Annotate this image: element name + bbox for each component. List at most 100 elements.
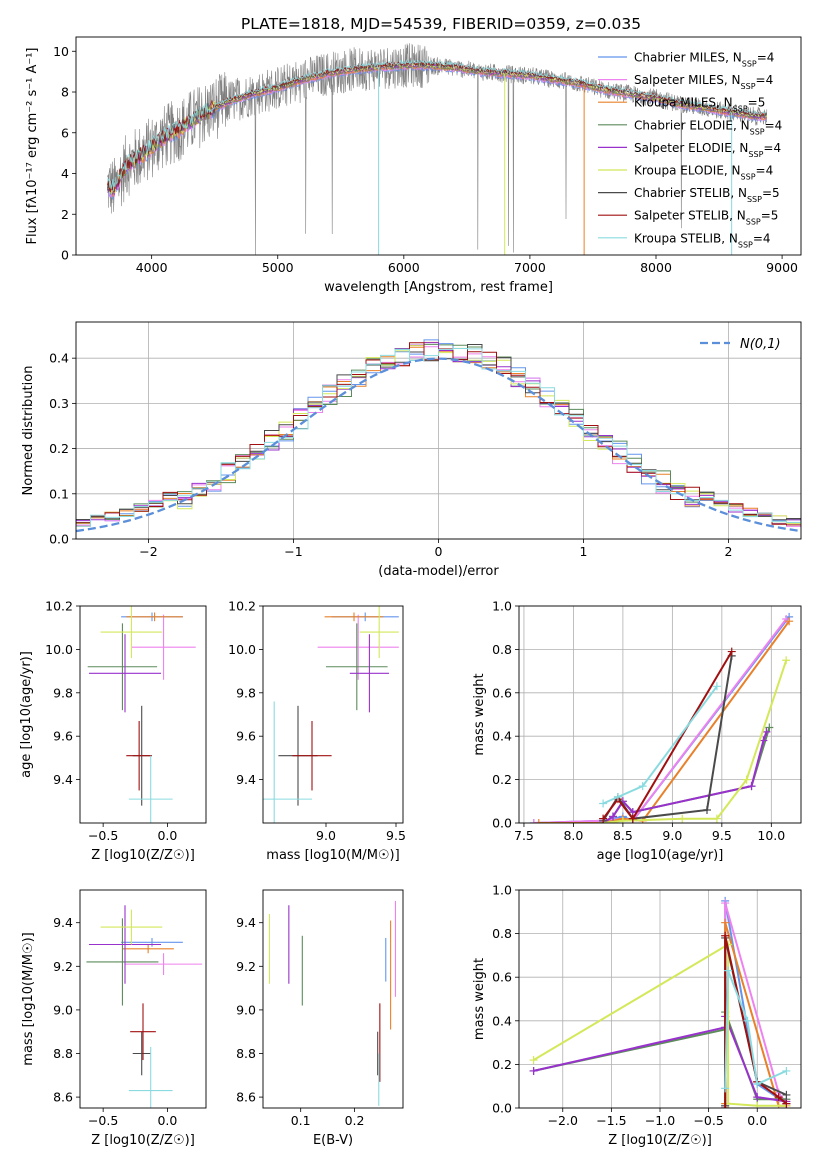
- legend-subscript: SSP: [742, 59, 757, 68]
- x-tick-label: 0.0: [157, 828, 177, 843]
- legend-entry: Salpeter MILES, NSSP=4: [634, 73, 773, 91]
- y-tick-label: 0.4: [492, 729, 512, 744]
- panel-weight-vs-age: 7.5 8.0 8.5 9.0 9.5 10.0 0.0 0.2 0.4 0.6 0.8 1.0 age…: [472, 599, 802, 863]
- y-tick-label: 0.8: [492, 926, 512, 941]
- x-tick-label: 6000: [388, 260, 420, 275]
- y-tick-label: 0.8: [492, 642, 512, 657]
- y-axis-label: Flux [fλ10⁻¹⁷ erg cm⁻² s⁻¹ A⁻¹]: [25, 48, 40, 245]
- x-tick-label: 9.0: [662, 828, 682, 843]
- panel-residual-hist: −2 −1 0 1 2 0.0 0.1 0.2 0.3 0.4 (data-model)/error…: [21, 321, 802, 579]
- plot-area: [263, 606, 399, 823]
- y-tick-label: 8: [61, 85, 69, 100]
- y-tick-label: 0.0: [492, 1101, 512, 1116]
- weight-marker: [721, 1084, 730, 1093]
- y-tick-label: 9.4: [53, 772, 73, 787]
- y-tick-label: 0.4: [492, 1013, 512, 1028]
- y-tick-label: 10: [53, 44, 69, 59]
- x-tick-label: −1.0: [645, 1113, 675, 1128]
- weight-marker: [618, 816, 627, 823]
- weight-marker: [529, 1056, 538, 1065]
- y-tick-label: 0.3: [49, 396, 69, 411]
- x-tick-label: 10.0: [757, 828, 785, 843]
- weight-marker: [762, 727, 771, 736]
- y-tick-label: 10.0: [228, 642, 256, 657]
- weight-marker: [678, 814, 687, 823]
- legend-nssp: =4: [757, 51, 775, 65]
- legend-subscript: SSP: [746, 217, 761, 226]
- y-tick-label: 9.4: [53, 915, 73, 930]
- y-tick-label: 0.1: [49, 486, 69, 501]
- weight-marker: [721, 918, 730, 927]
- axes-frame: [518, 889, 802, 1109]
- y-tick-label: 9.4: [236, 915, 256, 930]
- legend-nssp: =4: [756, 73, 774, 87]
- legend-entry: Chabrier STELIB, NSSP=5: [634, 186, 780, 204]
- weight-marker: [628, 814, 637, 823]
- plot-area: [268, 900, 397, 1106]
- spectrum-legend: Chabrier MILES, NSSP=4 Salpeter MILES, NS…: [598, 51, 782, 249]
- y-axis-label: Normed distribution: [21, 366, 36, 496]
- weight-marker: [613, 792, 622, 801]
- axes-frame: [518, 605, 802, 824]
- legend-nssp: =4: [765, 118, 783, 132]
- weight-marker: [753, 1080, 762, 1089]
- weight-marker: [759, 736, 768, 745]
- observed-spectrum-line: [107, 43, 768, 255]
- weight-marker: [774, 1093, 783, 1102]
- panel-age-vs-z: −0.5 0.0 9.4 9.6 9.8 10.0 10.2 Z [log10(Z/Z☉)] a…: [19, 599, 207, 863]
- legend-entry: N(0,1): [740, 337, 781, 352]
- x-tick-label: 9.5: [386, 828, 406, 843]
- y-tick-label: 6: [61, 125, 69, 140]
- y-tick-label: 0.0: [492, 816, 512, 831]
- x-tick-label: −0.5: [88, 1113, 118, 1128]
- weight-marker: [721, 899, 730, 908]
- y-axis-label: age [log10(age/yr)]: [19, 651, 34, 778]
- weight-marker: [753, 1101, 762, 1108]
- weight-marker: [785, 617, 794, 626]
- y-tick-label: 0.4: [49, 351, 69, 366]
- y-tick-label: 4: [61, 166, 69, 181]
- axes-frame: [262, 605, 404, 824]
- y-tick-label: 0.6: [492, 970, 512, 985]
- y-tick-label: 0.2: [492, 772, 512, 787]
- panel-weight-vs-z: −2.0 −1.5 −1.0 −0.5 0.0 0.0 0.2 0.4 0.6 0.8 1.0 Z […: [472, 883, 802, 1148]
- x-tick-label: 7.5: [514, 828, 534, 843]
- legend-nssp: =5: [762, 186, 780, 200]
- weight-marker: [534, 819, 543, 823]
- y-tick-label: 0.2: [492, 1057, 512, 1072]
- legend-entry: Kroupa MILES, NSSP=5: [634, 96, 765, 114]
- axes-frame: [79, 605, 207, 824]
- y-tick-label: 8.6: [236, 1090, 256, 1105]
- x-tick-label: 8.0: [563, 828, 583, 843]
- normal-reference-curve: [76, 357, 801, 533]
- panel-spectrum: 4000 5000 6000 7000 8000 9000 0 2 4 6 8 10 wavelengt…: [25, 36, 802, 295]
- legend-subscript: SSP: [741, 82, 756, 91]
- x-tick-label: −2.0: [548, 1113, 578, 1128]
- y-tick-label: 9.6: [236, 729, 256, 744]
- legend-subscript: SSP: [747, 195, 762, 204]
- x-tick-label: 0: [435, 544, 443, 559]
- x-axis-label: Z [log10(Z/Z☉)]: [91, 1133, 195, 1148]
- panel-age-vs-mass: 9.0 9.5 9.4 9.6 9.8 10.0 10.2 mass [log10(M/M☉)…: [228, 599, 406, 864]
- legend-subscript: SSP: [738, 240, 753, 249]
- legend-entry: Kroupa STELIB, NSSP=4: [634, 231, 771, 249]
- x-tick-label: −0.5: [693, 1113, 723, 1128]
- plot-area: [76, 339, 801, 533]
- weight-marker: [727, 647, 736, 656]
- y-axis-label: mass weight: [472, 958, 487, 1040]
- x-axis-label: Z [log10(Z/Z☉)]: [91, 848, 195, 863]
- axes-frame: [75, 36, 802, 256]
- weight-marker: [721, 1104, 730, 1108]
- legend-nssp: =4: [756, 164, 774, 178]
- weight-series-2: [538, 620, 790, 823]
- legend-nssp: =4: [753, 231, 771, 245]
- x-tick-label: −2: [139, 544, 157, 559]
- weight-series-3: [602, 727, 771, 823]
- y-tick-label: 9.0: [236, 1002, 256, 1017]
- weight-marker: [782, 1090, 791, 1099]
- legend-entry: Salpeter ELODIE, NSSP=4: [634, 141, 781, 159]
- x-tick-label: 9.5: [712, 828, 732, 843]
- weight-marker: [765, 723, 774, 732]
- axes-frame: [75, 321, 802, 540]
